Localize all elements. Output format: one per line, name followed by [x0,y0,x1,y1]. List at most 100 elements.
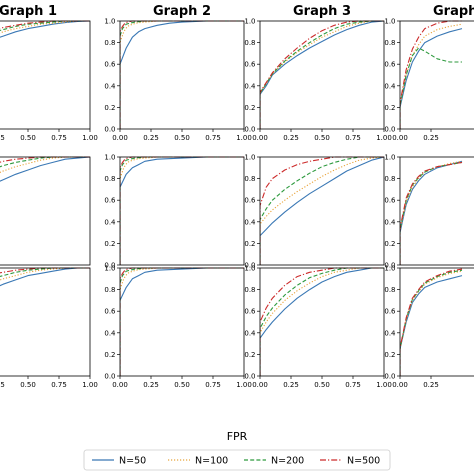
roc-panel: 0.00 0.25 0.50 0.75 1.00 0.0 0.2 0.4 0.6 0.8 1.0 Gr… [104,4,251,142]
panel-title: Graph 3 [293,4,351,19]
y-tick-label: 0.4 [104,329,116,337]
roc-curve [260,20,384,129]
axes-frame [0,156,91,266]
x-tick-label: 0.50 [20,381,36,389]
y-tick-label: 1.0 [384,265,395,273]
roc-curve [120,20,244,129]
y-tick-label: 0.4 [384,329,396,337]
x-tick-label: 1.00 [82,134,98,142]
curves [400,160,463,265]
roc-curve [120,20,244,129]
y-tick-label: 0.6 [244,308,256,316]
y-tick-label: 0.6 [104,308,116,316]
panel-title: Graph 2 [153,4,211,19]
y-tick-label: 1.0 [244,265,255,273]
legend: N=50 N=100 N=200 N=500 [83,449,391,471]
y-tick-label: 0.8 [244,286,255,294]
roc-curve [0,267,90,274]
panel-title: Graph 4 [433,4,474,19]
x-tick-label: 0.00 [112,134,128,142]
x-tick-label: 1.00 [82,381,98,389]
x-tick-label: 0.50 [174,381,190,389]
roc-curve [120,267,244,376]
y-tick-label: 1.0 [104,18,115,26]
x-tick-label: 0.00 [112,381,128,389]
y-tick-label: 1.0 [104,154,115,162]
roc-curve [400,269,463,376]
y-tick-label: 0.2 [104,351,115,359]
x-tick-label: 0.00 [252,381,268,389]
y-tick-label: 0.0 [384,262,395,270]
x-tick-label: 0.75 [51,134,67,142]
y-tick-label: 1.0 [384,154,395,162]
y-tick-label: 0.8 [384,286,395,294]
x-tick-label: 0.50 [20,134,36,142]
roc-panel: 0.25 0.50 0.75 1.00 [0,267,98,389]
y-tick-label: 0.4 [244,218,256,226]
roc-curve [0,156,90,168]
curves [120,20,244,129]
x-tick-label: 0.75 [205,134,221,142]
roc-curve [260,267,384,376]
x-tick-label: 0.50 [174,134,190,142]
roc-curve [120,156,244,265]
roc-curve [260,267,384,376]
roc-curve [260,156,384,265]
axes-frame [399,20,474,130]
legend-label: N=500 [347,456,380,467]
y-tick-label: 0.6 [384,61,396,69]
y-tick-label: 0.0 [104,262,115,270]
x-tick-label: 0.25 [143,134,159,142]
curves [0,267,90,287]
x-tick-label: 0.75 [345,134,361,142]
y-tick-label: 1.0 [104,265,115,273]
roc-curve [0,20,90,38]
axes-frame [259,267,385,377]
y-tick-label: 0.6 [384,308,396,316]
roc-curve [260,156,384,265]
roc-panel: 0.00 0.25 0.50 0.75 1.00 0.0 0.2 0.4 0.6 0.8 1.0 Gr… [244,4,391,142]
y-tick-label: 0.4 [244,82,256,90]
roc-curve [0,156,90,182]
y-tick-label: 0.2 [244,351,255,359]
y-tick-label: 0.8 [104,175,115,183]
legend-label: N=200 [271,456,304,467]
axes-frame [399,156,474,266]
x-tick-label: 0.25 [0,134,5,142]
axes-frame [259,156,385,266]
y-tick-label: 0.2 [104,240,115,248]
y-tick-label: 0.6 [244,197,256,205]
y-tick-label: 0.4 [384,218,396,226]
y-tick-label: 0.2 [244,104,255,112]
roc-curve [0,20,90,29]
roc-curve [120,156,244,265]
roc-curve [400,275,463,376]
curves [260,20,384,129]
y-tick-label: 0.8 [384,39,395,47]
y-tick-label: 0.4 [384,82,396,90]
x-tick-label: 1.00 [236,381,252,389]
x-tick-label: 0.75 [345,381,361,389]
legend-label: N=100 [195,456,228,467]
x-tick-label: 0.00 [392,134,408,142]
roc-curve [120,156,244,265]
y-tick-label: 1.0 [384,18,395,26]
y-tick-label: 0.6 [104,197,116,205]
y-tick-label: 0.8 [104,286,115,294]
panel-title: Graph 1 [0,4,57,19]
y-tick-label: 0.0 [384,373,395,381]
roc-curve [0,267,90,287]
axes-frame [119,267,245,377]
y-tick-label: 0.6 [104,61,116,69]
y-tick-label: 0.4 [104,82,116,90]
roc-curve [120,20,244,129]
x-tick-label: 0.25 [0,381,5,389]
x-tick-label: 0.25 [423,134,439,142]
y-tick-label: 0.8 [244,175,255,183]
roc-curve [260,267,384,376]
curves [260,156,384,265]
roc-curve [260,156,384,265]
roc-curve [400,160,463,265]
roc-panel: 0.0 0.2 0.4 0.6 0.8 1.0 [244,154,385,270]
roc-curve [260,20,384,129]
